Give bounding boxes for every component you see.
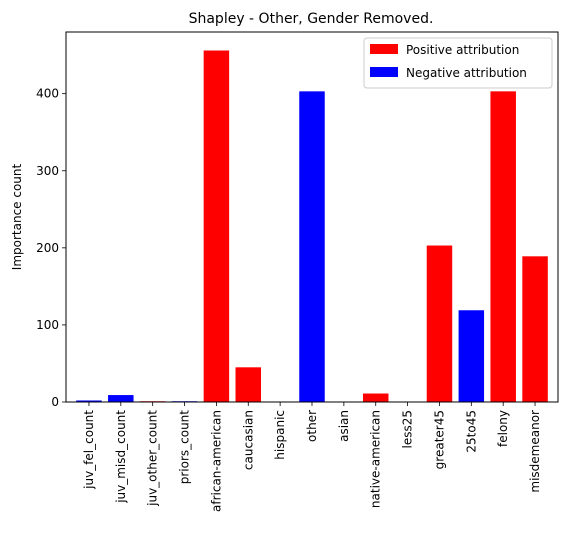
bars-group <box>76 50 548 402</box>
x-tick-label: juv_misd_count <box>114 410 128 504</box>
bar-misdemeanor <box>522 256 548 402</box>
legend-label-negative: Negative attribution <box>406 66 527 80</box>
y-tick-label: 400 <box>36 87 59 101</box>
y-tick-label: 300 <box>36 164 59 178</box>
x-tick-label: felony <box>496 410 510 447</box>
x-tick-label: juv_other_count <box>146 410 160 507</box>
x-tick-label: native-american <box>369 410 383 508</box>
chart-title: Shapley - Other, Gender Removed. <box>189 11 434 27</box>
y-tick-label: 0 <box>51 395 59 409</box>
y-tick-label: 200 <box>36 241 59 255</box>
y-tick-label: 100 <box>36 318 59 332</box>
x-tick-label: priors_count <box>178 410 192 485</box>
x-tick-label: 25to45 <box>464 410 478 453</box>
x-tick-label: other <box>305 410 319 442</box>
y-axis-label: Importance count <box>10 163 24 270</box>
legend-box <box>363 37 553 89</box>
bar-juv_misd_count <box>108 395 134 402</box>
x-tick-label: misdemeanor <box>528 410 542 493</box>
legend: Positive attribution Negative attribution <box>363 37 553 89</box>
bar-native-american <box>362 393 389 402</box>
bar-african-american <box>203 50 230 402</box>
plot-frame <box>65 31 559 403</box>
x-tick-label: juv_fel_count <box>82 410 96 490</box>
x-tick-label: caucasian <box>241 410 255 470</box>
x-tick-label: greater45 <box>432 410 446 469</box>
x-tick-label: african-american <box>209 410 223 512</box>
bar-25to45 <box>458 310 485 402</box>
bar-other <box>299 91 325 402</box>
bar-greater45 <box>426 245 453 402</box>
y-ticks-group: 0 100 200 300 400 <box>36 87 66 409</box>
bar-felony <box>490 91 516 402</box>
legend-swatch-negative <box>370 67 398 77</box>
x-tick-label: less25 <box>401 410 415 449</box>
x-ticks-group: juv_fel_count juv_misd_count juv_other_cou… <box>82 402 542 512</box>
legend-label-positive: Positive attribution <box>406 43 519 57</box>
bar-juv_fel_count <box>76 400 102 402</box>
legend-swatch-positive <box>370 44 398 54</box>
x-tick-label: hispanic <box>273 410 287 460</box>
x-tick-label: asian <box>337 410 351 442</box>
bar-caucasian <box>235 367 262 402</box>
